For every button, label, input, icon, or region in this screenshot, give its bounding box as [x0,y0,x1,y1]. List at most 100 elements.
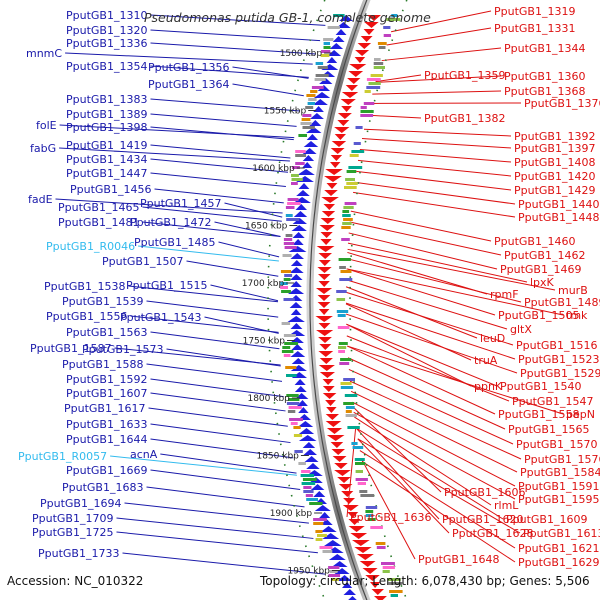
reverse-gene-arrow [334,127,350,133]
left-leader-line [146,363,283,382]
scale-tick-label: 1950 kbp [287,567,330,577]
reverse-gene-arrow [318,253,332,259]
right-gene-label: lpxK [530,276,555,289]
cog-feature-block [365,506,378,509]
right-gene-label: PputGB1_1576 [524,453,600,466]
forward-gene-arrow [312,99,328,105]
left-leader-line [214,221,281,238]
cog-feature-block [355,478,368,481]
cog-feature-block [338,346,347,349]
left-leader-line [146,486,305,508]
forward-gene-arrow [314,505,331,511]
cog-feature-block [342,214,351,217]
reverse-gene-arrow [325,421,342,427]
cog-feature-block [343,206,354,209]
cog-feature-block [323,46,331,49]
left-gene-label: PputGB1_1588 [62,358,143,371]
left-leader-line [128,285,279,303]
cog-feature-block [344,394,358,397]
reverse-gene-arrow [359,561,376,567]
right-leader-line [356,170,512,191]
forward-gene-arrow [291,358,305,364]
forward-gene-arrow [292,232,305,238]
forward-gene-arrow [327,50,342,56]
right-leader-line [359,450,516,549]
left-leader-line [146,300,279,318]
reverse-gene-arrow [326,435,345,441]
reverse-gene-arrow [337,120,350,126]
forward-gene-arrow [320,526,337,532]
right-gene-label: PputGB1_1591 [518,480,599,493]
cog-feature-block [345,410,352,413]
cog-feature-block [383,34,391,37]
cog-feature-block [281,322,291,325]
reverse-gene-arrow [334,463,348,469]
left-gene-label: PputGB1_1633 [66,418,147,431]
right-leader-line [357,438,521,534]
cog-feature-block [338,350,345,353]
forward-gene-arrow [326,57,338,63]
cog-feature-block [291,178,303,181]
reverse-gene-arrow [371,589,384,595]
cog-feature-block [331,578,339,581]
forward-gene-arrow [296,190,310,196]
forward-gene-arrow [287,316,305,322]
left-leader-line [186,260,279,277]
left-gene-label: PputGB1_1320 [66,24,147,37]
cog-feature-block [317,66,328,69]
right-gene-label: tmk [566,309,588,322]
forward-gene-arrow [348,596,357,600]
left-gene-label: PputGB1_1617 [64,402,145,415]
left-leader-line [210,284,279,302]
cog-feature-block [291,174,299,177]
cog-feature-block [366,78,381,81]
reverse-gene-arrow [316,288,333,294]
cog-feature-block [281,350,294,353]
cog-feature-block [313,518,327,521]
right-gene-label: PputGB1_1606 [444,486,525,499]
right-leader-line [345,303,472,361]
left-leader-line [65,52,313,65]
cog-feature-block [286,394,299,397]
right-gene-label: PputGB1_1648 [418,553,499,566]
right-gene-label: PputGB1_1469 [500,263,581,276]
left-gene-label: acnA [130,448,158,461]
left-gene-label: PputGB1_R0046 [46,240,135,253]
forward-gene-arrow [313,92,331,98]
cog-feature-block [341,238,350,241]
right-leader-line [352,401,516,487]
left-gene-label: PputGB1_1709 [32,512,113,525]
left-leader-line [150,29,321,42]
scale-tick-label: 1550 kbp [264,107,307,117]
cog-feature-block [383,26,391,29]
left-gene-label: PputGB1_1485 [134,236,215,249]
outer-guide-arc [349,0,408,600]
left-gene-label: PputGB1_1457 [140,197,221,210]
right-leader-line [345,291,514,346]
reverse-gene-arrow [337,477,351,483]
forward-gene-arrow [288,246,307,252]
cog-feature-block [303,486,312,489]
reverse-gene-arrow [370,582,381,588]
reverse-gene-arrow [332,456,347,462]
reverse-gene-arrow [352,540,370,546]
forward-gene-arrow [302,148,317,154]
right-gene-label: PputGB1_1558 [498,408,579,421]
reverse-gene-arrow [365,575,380,581]
reverse-gene-arrow [354,57,366,63]
cog-feature-block [345,178,355,181]
cog-feature-block [342,222,352,225]
reverse-gene-arrow [347,512,359,518]
cog-feature-block [333,14,345,17]
reverse-gene-arrow [362,568,378,574]
forward-gene-arrow [291,344,304,350]
reverse-gene-arrow [330,162,341,168]
cog-feature-block [302,126,315,129]
right-gene-label: PputGB1_1636 [350,511,431,524]
right-leader-line [347,345,564,415]
reverse-gene-arrow [318,260,331,266]
cog-feature-block [308,98,317,101]
left-leader-line [150,392,286,412]
right-gene-label: PputGB1_1628 [452,527,533,540]
